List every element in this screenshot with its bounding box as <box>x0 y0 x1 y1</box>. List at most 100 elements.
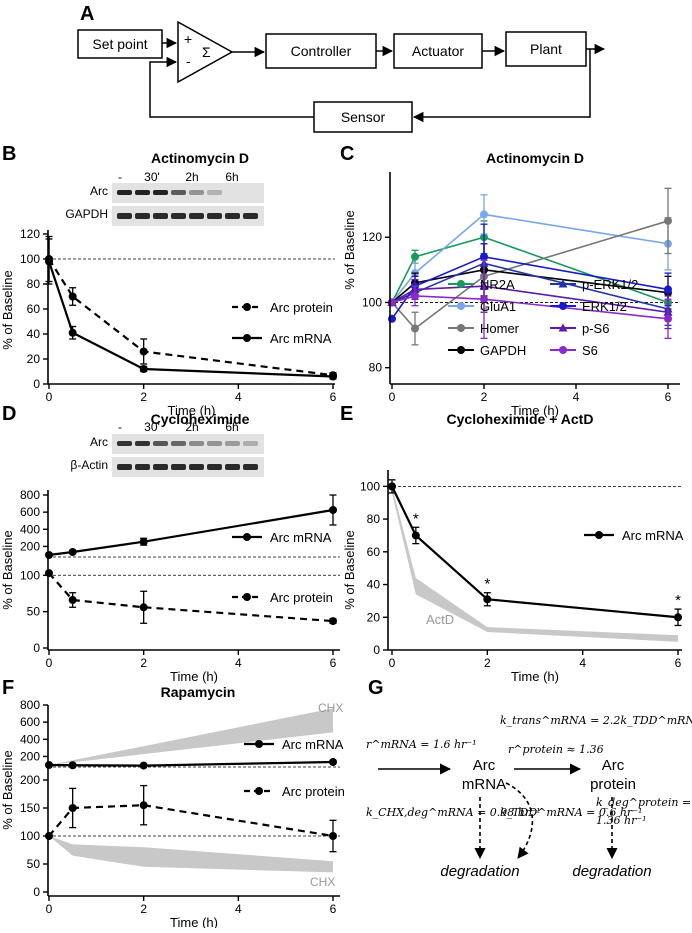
legend-label: Arc protein <box>270 590 333 605</box>
data-point <box>411 531 420 540</box>
series-line <box>391 262 669 310</box>
y-tick-label: 400 <box>20 732 40 746</box>
data-point <box>139 347 148 356</box>
arrow-mrna-degradation-tdd <box>505 782 534 859</box>
data-point <box>45 551 53 559</box>
data-point <box>68 804 77 812</box>
blot-band <box>207 464 222 470</box>
blot-d-arc-strip <box>112 434 264 454</box>
data-point <box>483 595 492 604</box>
y-axis-label: % of Baseline <box>0 270 15 350</box>
x-tick-label: 6 <box>330 902 337 916</box>
data-point <box>45 832 53 840</box>
series-line <box>391 255 669 320</box>
chart-f: CHX CHX 0 2 4 6 Time (h) 200 400 600 800 0 50 100 150 2… <box>0 698 345 930</box>
blot-d-lane: - <box>118 420 122 434</box>
y-tick-label: 20 <box>27 352 41 366</box>
legend-label: GluA1 <box>480 299 516 314</box>
band-label-actd: ActD <box>426 612 454 627</box>
legend-label: Arc mRNA <box>270 331 332 346</box>
series-line <box>391 220 669 330</box>
data-point <box>68 292 77 301</box>
panel-b: B Actinomycin D Arc GAPDH - 30' 2h 6h <box>0 143 337 418</box>
data-point <box>480 252 488 261</box>
x-tick-label: 0 <box>46 390 53 404</box>
setpoint-label: Set point <box>92 36 147 52</box>
actuator-label: Actuator <box>412 43 464 59</box>
data-point <box>480 210 488 219</box>
blot-band <box>135 441 150 446</box>
data-point <box>68 596 77 604</box>
legend-label: S6 <box>582 343 598 358</box>
blot-b-lane: 2h <box>185 170 198 184</box>
legend-marker <box>457 302 465 310</box>
data-point <box>45 761 53 769</box>
blot-d-lane: 30' <box>144 420 160 434</box>
legend-label: Homer <box>480 321 520 336</box>
plant-label: Plant <box>530 41 562 57</box>
y-tick-label: 80 <box>367 512 381 526</box>
blot-b-arc-strip <box>112 183 264 203</box>
x-tick-label: 0 <box>46 656 53 670</box>
series-line <box>48 572 334 623</box>
legend-marker <box>243 303 251 311</box>
sum-minus: - <box>186 53 191 69</box>
legend-marker <box>457 280 465 288</box>
y-tick-label: 80 <box>369 361 383 375</box>
rate-r-protein: r^protein ≈ 1.36 <box>508 743 604 756</box>
y-tick-label: 200 <box>20 539 40 553</box>
controller-label: Controller <box>291 43 352 59</box>
legend-marker <box>457 346 465 354</box>
band-label-chx-bottom: CHX <box>310 875 335 889</box>
rate-r-mrna: r^mRNA = 1.6 hr⁻¹ <box>366 738 477 751</box>
data-point <box>411 324 419 333</box>
blot-d-lane: 2h <box>185 420 198 434</box>
x-tick-label: 0 <box>389 656 396 670</box>
blot-d-row-arc: Arc <box>90 435 108 449</box>
blot-b-row-gapdh: GAPDH <box>65 207 108 221</box>
series-line <box>48 258 334 377</box>
x-tick-label: 0 <box>46 902 53 916</box>
arrow-output-sensor <box>412 49 591 123</box>
data-point <box>388 482 396 491</box>
panel-e: E Cycloheximide + ActD ActD * * * 0 2 4 6 Time (… <box>340 403 684 684</box>
blot-band <box>207 441 222 446</box>
blot-band <box>117 464 132 470</box>
data-point <box>139 801 148 810</box>
panel-d: D Cycloheximide Arc β-Actin - 30' <box>0 403 340 684</box>
y-tick-label: 80 <box>27 277 41 291</box>
data-point <box>329 506 337 514</box>
data-point <box>139 365 148 373</box>
y-tick-label: 0 <box>33 377 40 391</box>
legend-label: Arc protein <box>270 300 333 315</box>
legend-label: NR2A <box>480 277 515 292</box>
legend-label: ERK1/2 <box>582 299 627 314</box>
x-tick-label: 4 <box>235 902 242 916</box>
legend-marker <box>559 302 567 310</box>
actuator-block <box>393 33 483 69</box>
panel-f-letter: F <box>2 677 14 699</box>
series-line <box>391 269 669 304</box>
node-arc-protein-1: Arc <box>602 757 625 774</box>
panel-e-letter: E <box>340 403 353 425</box>
panel-b-title: Actinomycin D <box>151 150 249 166</box>
data-point <box>674 613 682 622</box>
blot-band <box>153 464 168 470</box>
y-axis-label: % of Baseline <box>0 750 15 830</box>
y-tick-label: 0 <box>33 641 40 655</box>
y-tick-label: 600 <box>20 715 40 729</box>
x-axis-label: Time (h) <box>170 915 218 928</box>
blot-band <box>171 213 186 219</box>
blot-band <box>243 464 258 470</box>
chart-c: 0 2 4 6 Time (h) 80 100 120 % of Baseline NR2A Glu… <box>342 172 680 418</box>
chart-e: ActD * * * 0 2 4 6 Time (h) 0 20 40 60 80 100 % of Base… <box>342 470 684 684</box>
panel-f-title: Rapamycin <box>161 684 236 700</box>
blot-band <box>135 464 150 470</box>
chart-b: 0 2 4 6 Time (h) 0 20 40 60 80 100 120 % of Baseline… <box>0 227 337 418</box>
y-tick-label: 0 <box>373 643 380 657</box>
x-tick-label: 2 <box>140 656 147 670</box>
y-tick-label: 0 <box>33 885 40 899</box>
series-line <box>391 285 669 314</box>
blot-b-lane: 6h <box>225 170 238 184</box>
blot-band <box>117 441 132 446</box>
